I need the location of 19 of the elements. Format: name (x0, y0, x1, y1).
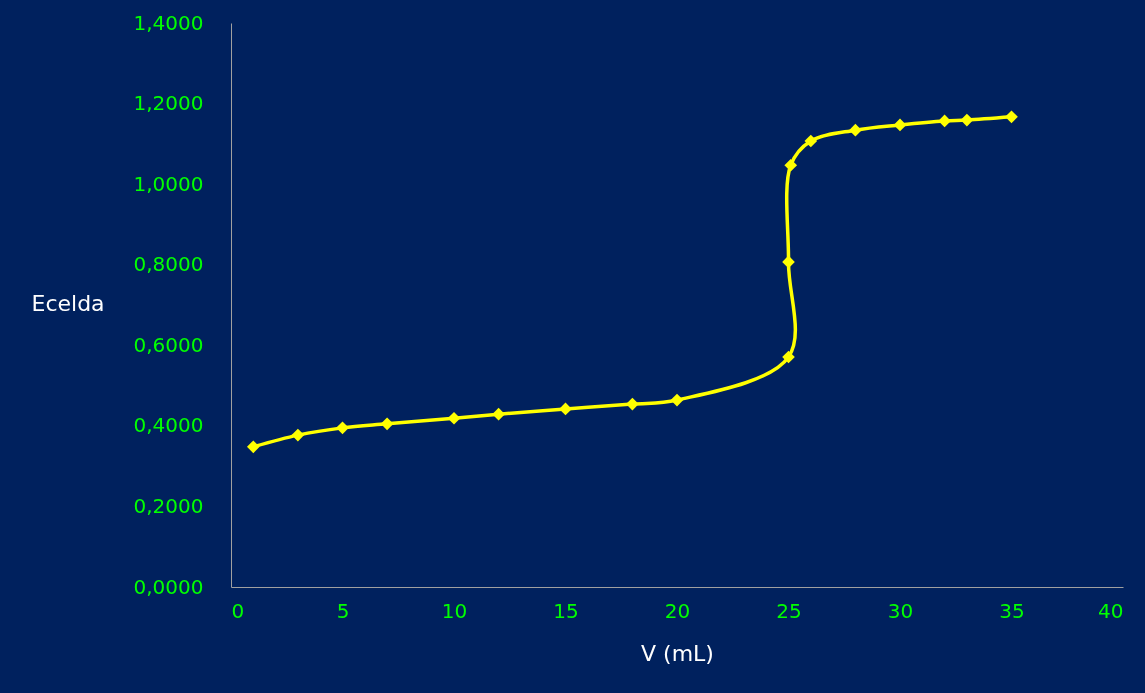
x-tick-label: 5 (336, 598, 350, 623)
y-tick-label: 0,0000 (133, 574, 204, 599)
x-tick-label: 10 (441, 598, 468, 623)
x-tick-label: 0 (231, 598, 245, 623)
x-tick-label: 35 (999, 598, 1025, 623)
y-tick-label: 0,2000 (133, 493, 204, 518)
x-tick-label: 30 (887, 598, 914, 623)
x-tick-label: 40 (1098, 598, 1124, 623)
y-tick-label: 0,6000 (133, 332, 204, 357)
x-axis-title: V (mL) (641, 640, 714, 666)
y-tick-label: 1,2000 (133, 91, 204, 116)
y-axis-title: Ecelda (31, 290, 105, 316)
y-tick-label: 0,8000 (133, 252, 204, 277)
x-tick-label: 20 (664, 598, 691, 623)
y-tick-label: 1,0000 (133, 171, 204, 196)
y-tick-label: 1,4000 (133, 10, 204, 35)
x-tick-label: 25 (776, 598, 802, 623)
y-tick-label: 0,4000 (133, 413, 204, 438)
x-tick-label: 15 (553, 598, 579, 623)
